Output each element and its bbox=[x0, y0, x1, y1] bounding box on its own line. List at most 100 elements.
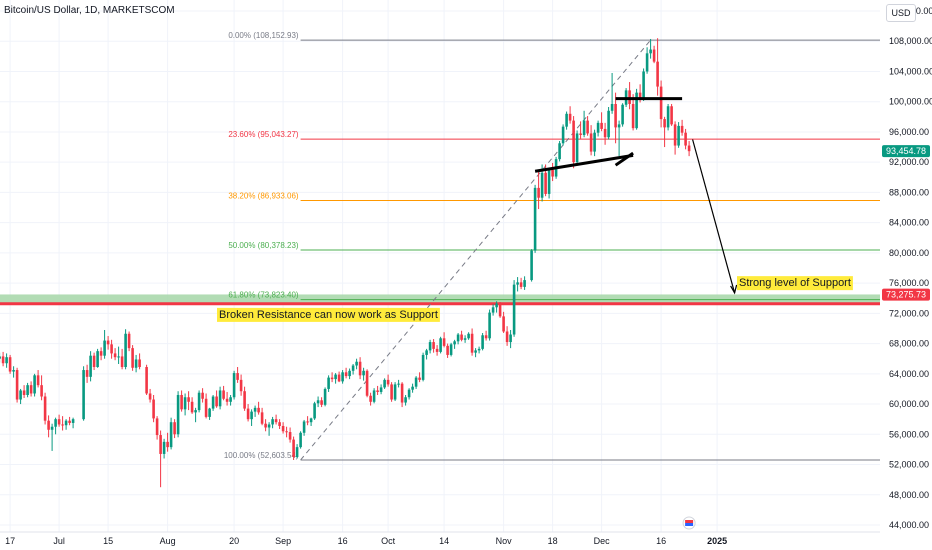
candle-body bbox=[299, 432, 302, 448]
candle bbox=[358, 357, 362, 380]
neckline-drawn-line-2[interactable] bbox=[614, 151, 634, 167]
candle-body bbox=[271, 419, 274, 425]
candle-body bbox=[330, 377, 334, 380]
candle-body bbox=[512, 284, 516, 335]
candle bbox=[628, 82, 631, 110]
price-tick-label: 76,000.00 bbox=[889, 278, 929, 288]
candle bbox=[54, 417, 57, 435]
candle bbox=[355, 358, 358, 370]
candle bbox=[159, 430, 162, 488]
candle-body bbox=[236, 373, 239, 380]
candle-body bbox=[313, 403, 316, 419]
candle-body bbox=[162, 441, 166, 454]
candle bbox=[92, 352, 96, 371]
candle-body bbox=[572, 120, 575, 163]
candle-body bbox=[596, 122, 600, 133]
candle-body bbox=[183, 397, 187, 410]
candle-body bbox=[533, 187, 537, 251]
candle bbox=[302, 419, 306, 436]
candle bbox=[677, 122, 680, 148]
candle-body bbox=[586, 120, 589, 134]
candle-body bbox=[215, 396, 218, 407]
candle-body bbox=[393, 384, 397, 400]
candle bbox=[229, 394, 232, 406]
candle-body bbox=[19, 390, 22, 400]
candle bbox=[495, 301, 498, 313]
candle bbox=[40, 375, 43, 401]
candle bbox=[383, 378, 386, 389]
drawings-layer[interactable] bbox=[534, 97, 738, 295]
target-arrow-line[interactable] bbox=[692, 139, 736, 294]
price-axis[interactable]: 112,000.00108,000.00104,000.00100,000.00… bbox=[880, 0, 932, 550]
candle-body bbox=[666, 106, 670, 128]
fib-trend-line[interactable] bbox=[300, 39, 651, 461]
current-price-label: 93,454.78 bbox=[886, 146, 926, 156]
candle bbox=[190, 397, 194, 414]
candle bbox=[610, 72, 614, 114]
candle bbox=[82, 366, 85, 421]
candle bbox=[561, 124, 565, 146]
candle-body bbox=[603, 128, 607, 138]
candle-body bbox=[267, 424, 271, 428]
candle-body bbox=[600, 122, 603, 129]
candle-body bbox=[400, 383, 404, 403]
price-tick-label: 52,000.00 bbox=[889, 460, 929, 470]
candle bbox=[575, 130, 579, 166]
price-tick-label: 48,000.00 bbox=[889, 490, 929, 500]
candle bbox=[288, 427, 292, 443]
candle-body bbox=[439, 338, 442, 352]
candle bbox=[0, 352, 1, 363]
candle-body bbox=[68, 420, 71, 423]
candle-body bbox=[138, 359, 141, 368]
candle bbox=[173, 419, 176, 439]
candle bbox=[397, 379, 400, 388]
candle bbox=[656, 38, 659, 96]
time-tick-label: Oct bbox=[381, 536, 396, 546]
fib-level-label: 100.00% (52,603.54) bbox=[224, 451, 299, 460]
candle bbox=[155, 416, 159, 440]
candle-body bbox=[610, 103, 614, 111]
candle-body bbox=[558, 143, 561, 160]
candle bbox=[201, 388, 204, 403]
candle bbox=[348, 368, 351, 380]
candle bbox=[285, 426, 288, 438]
candle-body bbox=[239, 379, 243, 392]
candle bbox=[684, 128, 687, 150]
candle bbox=[372, 388, 376, 404]
candle bbox=[456, 333, 460, 345]
candle-body bbox=[316, 400, 320, 404]
candle-body bbox=[509, 334, 512, 343]
candle bbox=[19, 388, 22, 405]
candle bbox=[470, 328, 474, 356]
fibonacci-retracement[interactable]: 0.00% (108,152.93) 23.60% (95,043.27) 38.2… bbox=[224, 31, 880, 461]
candle bbox=[621, 103, 624, 127]
broken-resistance-callout-text: Broken Resistance can now work as Suppor… bbox=[219, 309, 438, 321]
candle-body bbox=[348, 370, 351, 377]
time-axis[interactable]: 17 Jul 15 Aug 20 Sep 16 Oct 14 Nov 18 Dec 16 2025 bbox=[0, 516, 880, 546]
neckline-drawn-line[interactable] bbox=[534, 153, 634, 173]
candle bbox=[400, 382, 404, 408]
candle-body bbox=[204, 398, 208, 417]
flag-stripe bbox=[685, 523, 694, 526]
candle bbox=[334, 373, 337, 384]
candle-body bbox=[103, 340, 106, 356]
candle-body bbox=[201, 392, 204, 399]
candle-body bbox=[113, 353, 117, 358]
price-tick-label: 100,000.00 bbox=[889, 97, 932, 107]
candle-body bbox=[127, 333, 131, 349]
currency-button[interactable]: USD bbox=[886, 4, 916, 22]
candle-body bbox=[687, 145, 691, 152]
candle bbox=[505, 326, 509, 346]
candle-body bbox=[635, 92, 638, 129]
candle bbox=[666, 103, 670, 131]
candle-body bbox=[421, 354, 425, 380]
candle-body bbox=[579, 133, 582, 135]
candle bbox=[215, 390, 218, 408]
candle-body bbox=[89, 355, 92, 377]
candle-body bbox=[246, 408, 250, 420]
candle bbox=[523, 276, 526, 290]
price-tick-label: 80,000.00 bbox=[889, 248, 929, 258]
candle bbox=[1, 351, 5, 367]
strong-support-callout-text: Strong level of Support bbox=[739, 277, 851, 289]
